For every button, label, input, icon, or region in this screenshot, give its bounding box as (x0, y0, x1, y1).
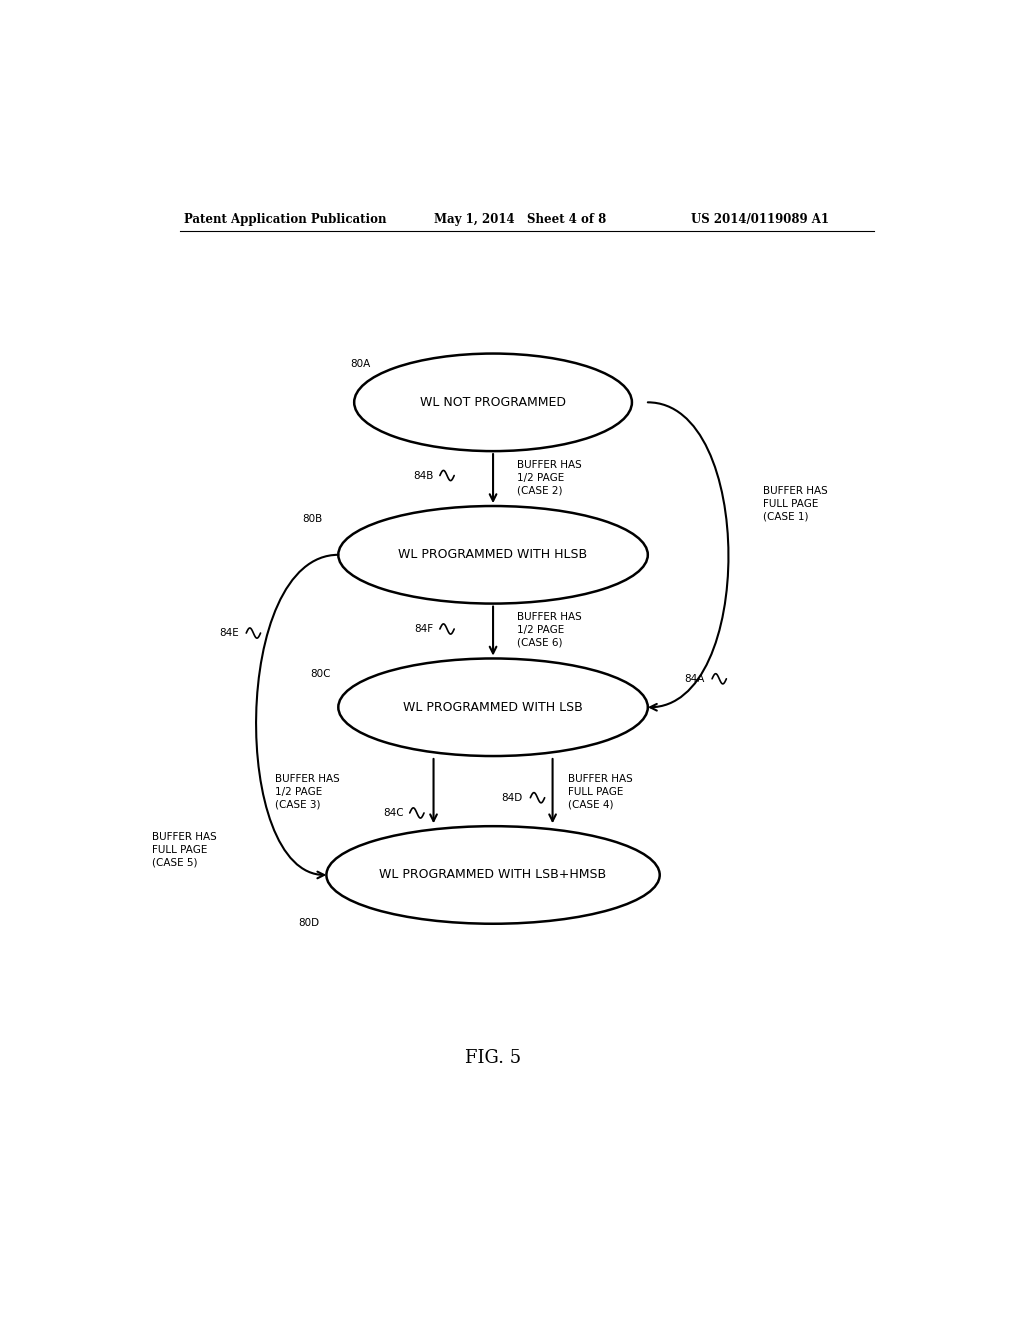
Text: 84D: 84D (501, 793, 522, 803)
Text: Patent Application Publication: Patent Application Publication (183, 213, 386, 226)
Text: WL PROGRAMMED WITH HLSB: WL PROGRAMMED WITH HLSB (398, 548, 588, 561)
Text: FIG. 5: FIG. 5 (465, 1049, 521, 1067)
Text: BUFFER HAS
1/2 PAGE
(CASE 6): BUFFER HAS 1/2 PAGE (CASE 6) (517, 612, 582, 648)
Text: 80B: 80B (303, 515, 323, 524)
Text: May 1, 2014   Sheet 4 of 8: May 1, 2014 Sheet 4 of 8 (433, 213, 606, 226)
Text: BUFFER HAS
1/2 PAGE
(CASE 2): BUFFER HAS 1/2 PAGE (CASE 2) (517, 459, 582, 495)
Text: BUFFER HAS
1/2 PAGE
(CASE 3): BUFFER HAS 1/2 PAGE (CASE 3) (274, 774, 340, 809)
Text: 80C: 80C (310, 669, 331, 678)
Text: BUFFER HAS
FULL PAGE
(CASE 5): BUFFER HAS FULL PAGE (CASE 5) (152, 832, 216, 867)
Text: BUFFER HAS
FULL PAGE
(CASE 1): BUFFER HAS FULL PAGE (CASE 1) (763, 486, 827, 521)
Text: 84F: 84F (415, 624, 433, 634)
Text: 84E: 84E (219, 628, 239, 638)
Text: 84B: 84B (413, 470, 433, 480)
Text: WL PROGRAMMED WITH LSB: WL PROGRAMMED WITH LSB (403, 701, 583, 714)
FancyArrowPatch shape (648, 403, 728, 710)
Text: WL PROGRAMMED WITH LSB+HMSB: WL PROGRAMMED WITH LSB+HMSB (380, 869, 606, 882)
Text: US 2014/0119089 A1: US 2014/0119089 A1 (691, 213, 829, 226)
Text: 84A: 84A (685, 673, 705, 684)
Text: BUFFER HAS
FULL PAGE
(CASE 4): BUFFER HAS FULL PAGE (CASE 4) (568, 774, 633, 809)
Text: 84C: 84C (383, 808, 403, 818)
Text: 80D: 80D (299, 917, 319, 928)
Text: 80A: 80A (350, 359, 371, 368)
Text: WL NOT PROGRAMMED: WL NOT PROGRAMMED (420, 396, 566, 409)
FancyArrowPatch shape (256, 554, 338, 878)
